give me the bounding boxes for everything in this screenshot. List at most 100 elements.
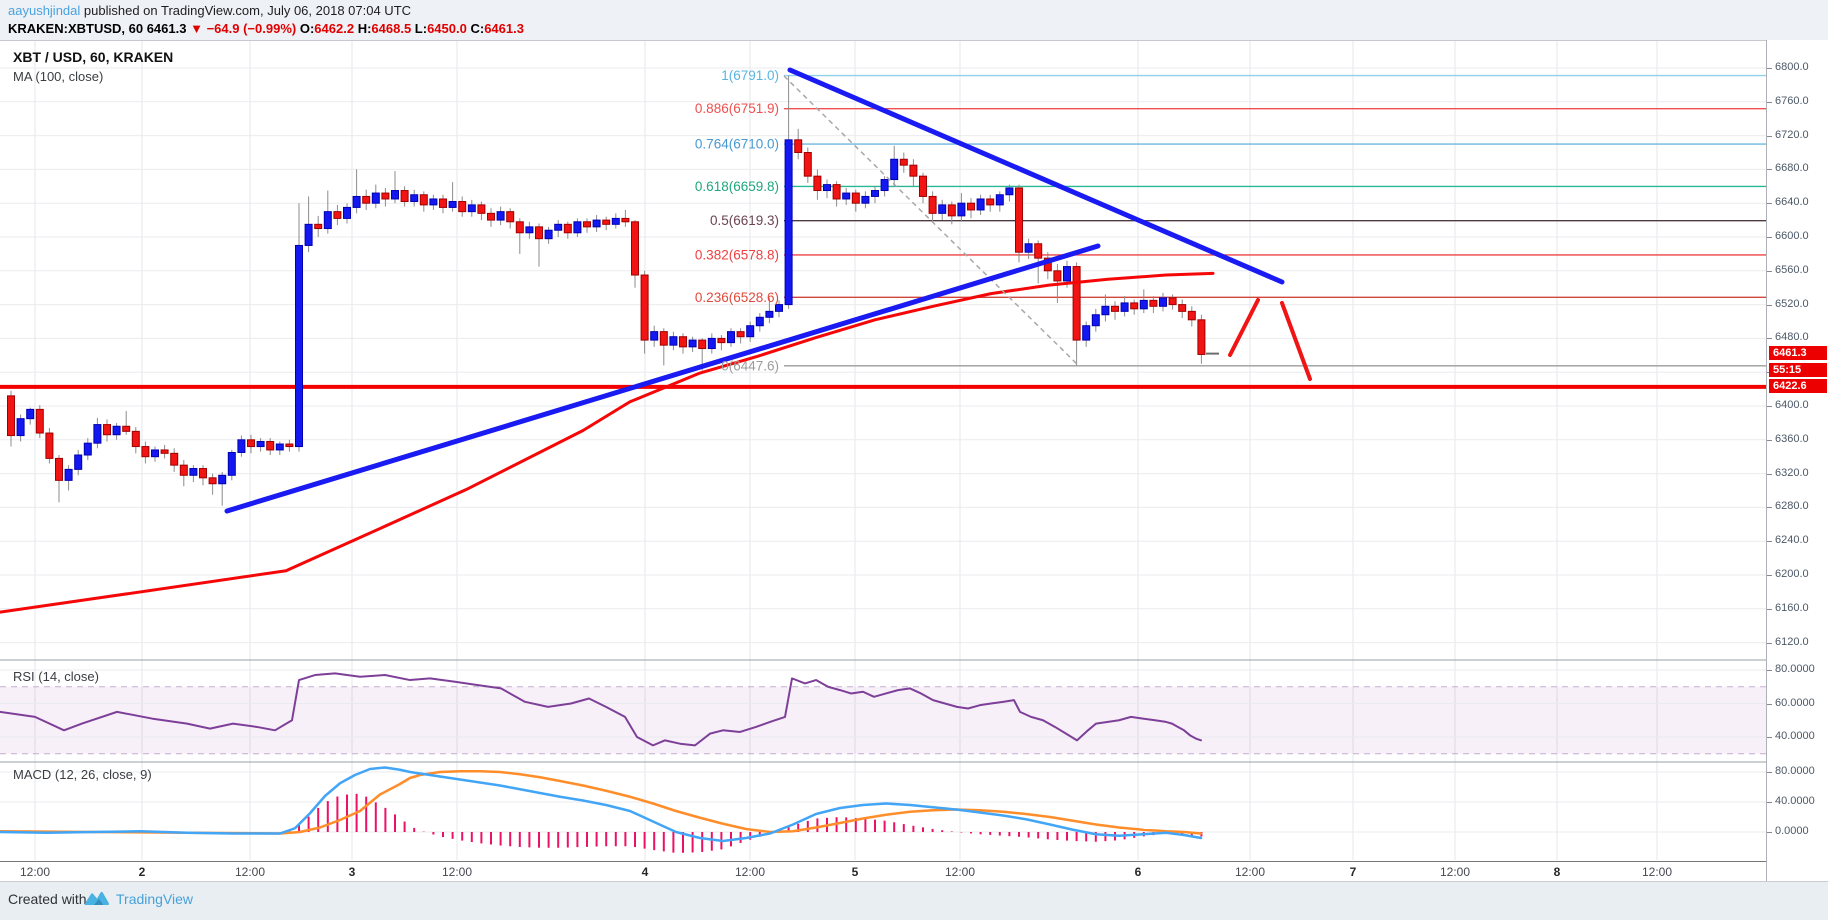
fib-baseline-dashed[interactable] [783,75,1080,367]
candle-body[interactable] [323,211,332,230]
candle-body[interactable] [1111,305,1119,312]
candle-body[interactable] [698,339,707,350]
candle-body[interactable] [343,206,351,219]
candle-body[interactable] [467,204,476,213]
candle-body[interactable] [74,454,83,470]
candle-body[interactable] [995,194,1004,206]
candle-body[interactable] [333,211,342,219]
countdown-badge[interactable]: 55:15 [1769,362,1827,377]
candle-body[interactable] [813,175,822,192]
candle-body[interactable] [1015,187,1023,253]
candle-body[interactable] [880,179,889,192]
candle-body[interactable] [1130,302,1139,310]
candle-body[interactable] [611,217,620,225]
rsi-pane-legend[interactable]: RSI (14, close) [13,669,99,684]
candle-body[interactable] [179,464,188,476]
candle-body[interactable] [487,212,495,221]
candle-body[interactable] [477,204,486,214]
candle-body[interactable] [928,195,937,214]
candle-body[interactable] [1120,302,1129,312]
candle-body[interactable] [1168,297,1177,306]
candle-body[interactable] [1005,187,1014,196]
candle-body[interactable] [448,201,457,208]
candle-body[interactable] [1024,243,1033,253]
candle-body[interactable] [439,198,447,208]
tradingview-brand-link[interactable]: TradingView [116,891,194,907]
main-pane-legend[interactable]: XBT / USD, 60, KRAKEN [13,49,174,65]
last-price-badge[interactable]: 6461.3 [1769,346,1827,361]
candle-body[interactable] [227,451,236,476]
candle-body[interactable] [64,468,73,481]
candle-body[interactable] [755,316,764,327]
candle-body[interactable] [727,331,735,344]
candle-body[interactable] [122,425,131,432]
candle-body[interactable] [765,310,774,318]
candle-body[interactable] [746,325,755,338]
candle-body[interactable] [707,337,716,350]
candle-body[interactable] [45,432,54,459]
candle-body[interactable] [131,430,140,448]
candle-body[interactable] [525,226,534,234]
candle-body[interactable] [419,194,428,206]
macd-pane-legend[interactable]: MACD (12, 26, close, 9) [13,767,152,782]
candle-body[interactable] [256,440,265,448]
price-axis[interactable]: 6800.0 6760.0 6720.0 6680.0 6640.0 6600.0 6560… [1766,40,1828,881]
candle-body[interactable] [794,139,803,153]
candle-body[interactable] [410,194,419,203]
candle-body[interactable] [554,223,563,231]
candle-body[interactable] [285,443,294,448]
candle-body[interactable] [986,198,995,206]
candle-body[interactable] [851,192,860,204]
candle-body[interactable] [650,331,659,341]
candle-body[interactable] [679,336,687,348]
time-axis[interactable]: 12:00 2 12:00 3 12:00 4 12:00 5 12:00 6 12:00 7 12:0… [0,861,1766,882]
candle-body[interactable] [909,164,918,177]
candle-body[interactable] [103,424,111,436]
candle-body[interactable] [583,221,591,228]
alert-line-badge[interactable]: 6422.6 [1769,378,1827,393]
candle-body[interactable] [7,395,15,437]
candle-body[interactable] [151,449,159,458]
candle-body[interactable] [55,457,63,481]
candle-body[interactable] [775,304,783,312]
candle-body[interactable] [266,440,275,451]
candle-body[interactable] [842,192,851,200]
candle-body[interactable] [314,223,323,230]
candle-body[interactable] [688,339,697,348]
candle-body[interactable] [976,198,985,211]
candle-body[interactable] [947,204,956,217]
candle-body[interactable] [1053,270,1062,282]
candle-body[interactable] [832,184,841,200]
candle-body[interactable] [1072,266,1081,341]
candle-body[interactable] [1063,266,1071,282]
candle-body[interactable] [218,474,227,485]
candle-body[interactable] [458,201,467,213]
candle-body[interactable] [35,408,44,434]
candle-body[interactable] [83,442,92,456]
candle-body[interactable] [506,211,515,223]
candle-body[interactable] [573,221,582,234]
projection-arrow-segment[interactable] [1280,301,1312,381]
candle-body[interactable] [631,221,639,276]
descending-resistance-line[interactable] [787,67,1285,285]
projection-arrow-segment[interactable] [1228,298,1260,357]
candle-body[interactable] [871,190,879,197]
candle-body[interactable] [890,158,899,181]
candle-body[interactable] [592,219,601,228]
candle-body[interactable] [640,274,649,341]
candle-body[interactable] [16,418,25,437]
candle-body[interactable] [496,211,505,221]
candle-body[interactable] [563,223,572,234]
candle-body[interactable] [199,468,207,479]
candle-body[interactable] [823,184,831,192]
candle-body[interactable] [803,152,812,177]
candle-body[interactable] [736,331,745,338]
candle-body[interactable] [1178,304,1187,312]
candle-body[interactable] [1101,305,1110,316]
candle-body[interactable] [1159,297,1167,307]
candle-body[interactable] [1139,299,1148,310]
candle-body[interactable] [295,244,303,448]
candle-body[interactable] [400,190,409,203]
candle-body[interactable] [621,217,630,223]
candle-body[interactable] [1187,310,1196,321]
